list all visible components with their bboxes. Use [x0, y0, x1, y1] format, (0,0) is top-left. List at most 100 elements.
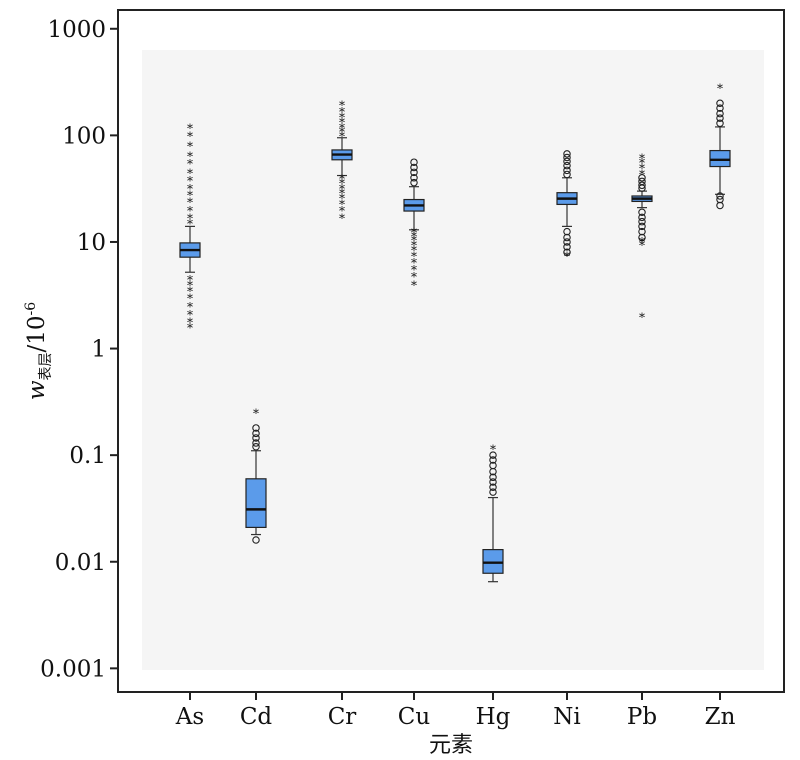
outlier-circle	[410, 163, 418, 172]
outlier-circle	[410, 178, 418, 187]
outlier-star: *	[187, 278, 193, 292]
plot-frame	[117, 9, 785, 693]
outlier-star: *	[639, 161, 645, 175]
outlier-star: *	[339, 129, 345, 143]
outlier-circle	[563, 150, 571, 158]
outlier-star: *	[411, 263, 417, 277]
outlier-star: *	[339, 187, 345, 201]
y-tick-label: 0.1	[69, 443, 106, 469]
outlier-circle	[489, 473, 497, 482]
y-tick-label: 1000	[47, 17, 106, 43]
outlier-star: *	[187, 149, 193, 163]
outlier-circle	[252, 424, 260, 432]
outlier-circle	[252, 429, 260, 438]
y-tick-label: 1	[91, 337, 106, 363]
y-tick-label: 100	[62, 123, 106, 149]
outlier-star: *	[411, 243, 417, 257]
outlier-star: *	[339, 121, 345, 135]
outlier-circle	[638, 217, 646, 226]
outlier-circle	[638, 222, 646, 231]
outlier-circle	[716, 114, 724, 122]
outlier-circle	[716, 109, 724, 118]
outlier-star: *	[187, 273, 193, 287]
outlier-circle	[716, 99, 724, 108]
outlier-star: *	[187, 182, 193, 196]
iqr-box	[482, 549, 504, 574]
outlier-circle	[716, 192, 724, 200]
outlier-star: *	[187, 140, 193, 154]
box-cu: **********	[403, 158, 425, 292]
x-axis: As Cd Cr Cu Hg Ni Pb Zn	[175, 692, 736, 730]
y-axis: 1000 100 10 1 0.1 0.01 0.001	[40, 17, 118, 682]
outlier-circle	[410, 168, 418, 177]
outlier-star: *	[187, 308, 193, 322]
outlier-star: *	[339, 177, 345, 191]
outlier-circle	[252, 442, 260, 451]
box-cd: *	[245, 407, 267, 544]
outlier-circle	[638, 174, 646, 182]
outlier-circle	[638, 177, 646, 186]
outlier-star: *	[187, 292, 193, 306]
outlier-circle	[638, 213, 646, 222]
outlier-star: *	[411, 226, 417, 240]
box-pb: *******	[631, 151, 653, 324]
outlier-star: *	[339, 111, 345, 125]
outlier-star: *	[339, 192, 345, 206]
outlier-star: *	[187, 122, 193, 136]
outlier-star: *	[187, 204, 193, 218]
outlier-star: *	[339, 182, 345, 196]
box-hg: *	[482, 443, 504, 583]
outlier-star: *	[187, 166, 193, 180]
outlier-star: *	[339, 105, 345, 119]
x-tick-label: Zn	[705, 704, 736, 730]
outlier-star: *	[187, 315, 193, 329]
outlier-star: *	[639, 310, 645, 324]
outlier-circle	[716, 104, 724, 112]
outlier-star: *	[339, 197, 345, 211]
outlier-star: *	[564, 249, 570, 263]
outlier-star: *	[187, 188, 193, 202]
outlier-circle	[563, 161, 571, 170]
box-zn: *	[709, 82, 731, 210]
outlier-star: *	[187, 157, 193, 171]
outlier-circle	[716, 119, 724, 127]
outlier-star: *	[639, 156, 645, 170]
x-tick-label: Ni	[553, 704, 580, 730]
outlier-star: *	[187, 321, 193, 335]
outlier-star: *	[639, 238, 645, 252]
outlier-star: *	[339, 211, 345, 225]
outlier-circle	[563, 238, 571, 246]
outlier-circle	[716, 195, 724, 204]
outlier-circle	[489, 451, 497, 459]
outlier-star: *	[411, 238, 417, 252]
outlier-star: *	[411, 249, 417, 263]
outlier-circle	[638, 181, 646, 190]
y-axis-title-main: w	[24, 380, 50, 400]
outlier-circle	[252, 434, 260, 442]
outlier-circle	[563, 166, 571, 175]
x-axis-title: 元素	[429, 733, 473, 758]
outlier-star: *	[253, 407, 259, 421]
box-cr: ***************	[331, 98, 353, 225]
outlier-star: *	[187, 195, 193, 209]
x-tick-label: As	[175, 704, 204, 730]
outlier-circle	[489, 461, 497, 470]
outlier-star: *	[490, 443, 496, 457]
outlier-circle	[638, 227, 646, 236]
box-ni: *	[556, 150, 578, 263]
outlier-star: *	[339, 204, 345, 218]
outlier-circle	[563, 170, 571, 179]
outlier-star: *	[187, 211, 193, 225]
outlier-star: *	[411, 234, 417, 248]
y-axis-title-unit: /10	[24, 315, 50, 352]
outlier-circle	[638, 208, 646, 217]
outlier-circle	[252, 439, 260, 447]
outlier-star: *	[187, 285, 193, 299]
outlier-star: *	[339, 125, 345, 139]
outlier-star: *	[639, 167, 645, 181]
iqr-box	[709, 149, 731, 168]
y-axis-title-exponent: -6	[23, 302, 39, 316]
outlier-star: *	[717, 82, 723, 96]
outlier-circle	[489, 478, 497, 486]
outlier-star: *	[187, 300, 193, 314]
